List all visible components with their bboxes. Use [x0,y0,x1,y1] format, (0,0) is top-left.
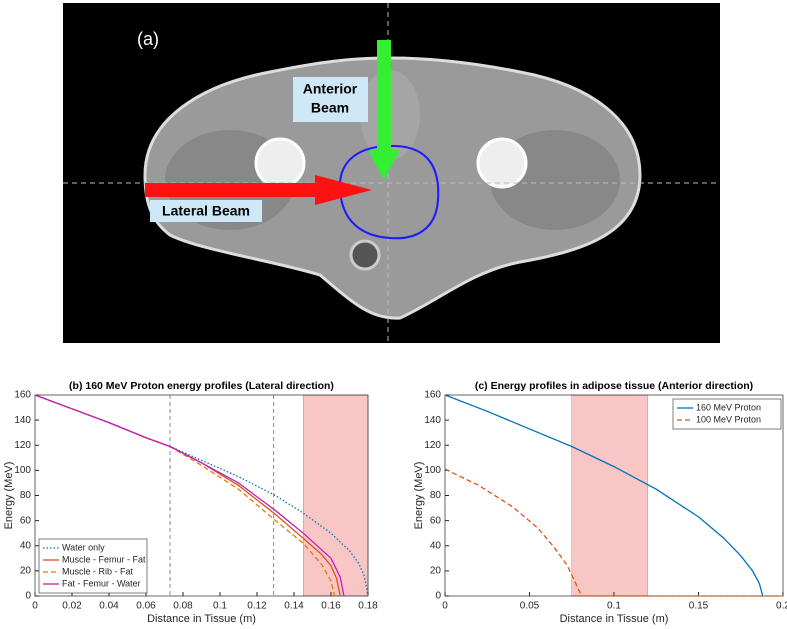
y-tick-label: 40 [430,540,442,551]
body-outline [143,56,642,320]
series-line [34,394,345,597]
legend-label: Fat - Femur - Water [62,578,141,588]
y-tick-label: 80 [430,490,442,501]
chart-title: (b) 160 MeV Proton energy profiles (Late… [69,380,334,392]
legend-box [672,398,782,430]
x-tick-label: 0.14 [284,601,304,612]
y-tick-label: 60 [20,515,32,526]
y-tick-label: 100 [424,465,441,476]
x-axis-label: Distance in Tissue (m) [560,613,669,625]
lateral-label-box [150,200,262,222]
series-line [444,468,783,597]
target-contour [338,144,440,240]
y-tick-label: 160 [424,390,441,401]
rectum [349,239,381,271]
anterior-label: Anterior [303,81,358,97]
x-tick-label: 0.06 [136,601,156,612]
femur-right [476,137,528,189]
y-tick-label: 80 [20,490,32,501]
legend-label: Muscle - Femur - Fat [62,554,146,564]
x-tick-label: 0 [32,601,38,612]
x-tick-label: 0.18 [358,601,378,612]
ct-panel: (a) Anterior Beam Lateral Beam [63,3,720,343]
legend-label: 100 MeV Proton [696,414,761,424]
x-tick-label: 0.08 [173,601,193,612]
x-tick-label: 0.15 [689,601,709,612]
y-tick-label: 60 [430,515,442,526]
y-tick-label: 40 [20,540,32,551]
legend-label: Water only [62,542,105,552]
femur-left [254,137,306,189]
x-tick-label: 0.04 [99,601,119,612]
legend-label: 160 MeV Proton [696,402,761,412]
shaded-region [303,394,369,597]
anterior-label: Beam [311,100,349,116]
y-tick-label: 100 [14,465,31,476]
x-tick-label: 0.12 [247,601,267,612]
anterior-label-box [293,77,368,122]
anterior-arrow [368,40,400,180]
y-tick-label: 140 [14,415,31,426]
chart-title: (c) Energy profiles in adipose tissue (A… [475,380,753,392]
x-tick-label: 0.1 [213,601,227,612]
y-tick-label: 160 [14,390,31,401]
y-tick-label: 120 [14,440,31,451]
lateral-arrow [145,175,372,205]
x-tick-label: 0 [442,601,448,612]
y-tick-label: 20 [430,566,442,577]
shaded-region [571,394,649,597]
x-tick-label: 0.05 [520,601,540,612]
lateral-label: Lateral Beam [162,203,250,219]
x-tick-label: 0.02 [62,601,82,612]
panel-label: (a) [137,29,159,49]
y-tick-label: 120 [424,440,441,451]
y-axis-label: Energy (MeV) [3,462,15,530]
y-axis-label: Energy (MeV) [413,462,425,530]
x-tick-label: 0.16 [321,601,341,612]
y-tick-label: 0 [435,591,441,602]
x-axis-label: Distance in Tissue (m) [147,613,256,625]
y-tick-label: 140 [424,415,441,426]
x-tick-label: 0.1 [607,601,621,612]
y-tick-label: 0 [25,591,31,602]
series-line [444,394,764,597]
x-tick-label: 0.2 [776,601,787,612]
y-tick-label: 20 [20,566,32,577]
legend-label: Muscle - Rib - Fat [62,566,134,576]
